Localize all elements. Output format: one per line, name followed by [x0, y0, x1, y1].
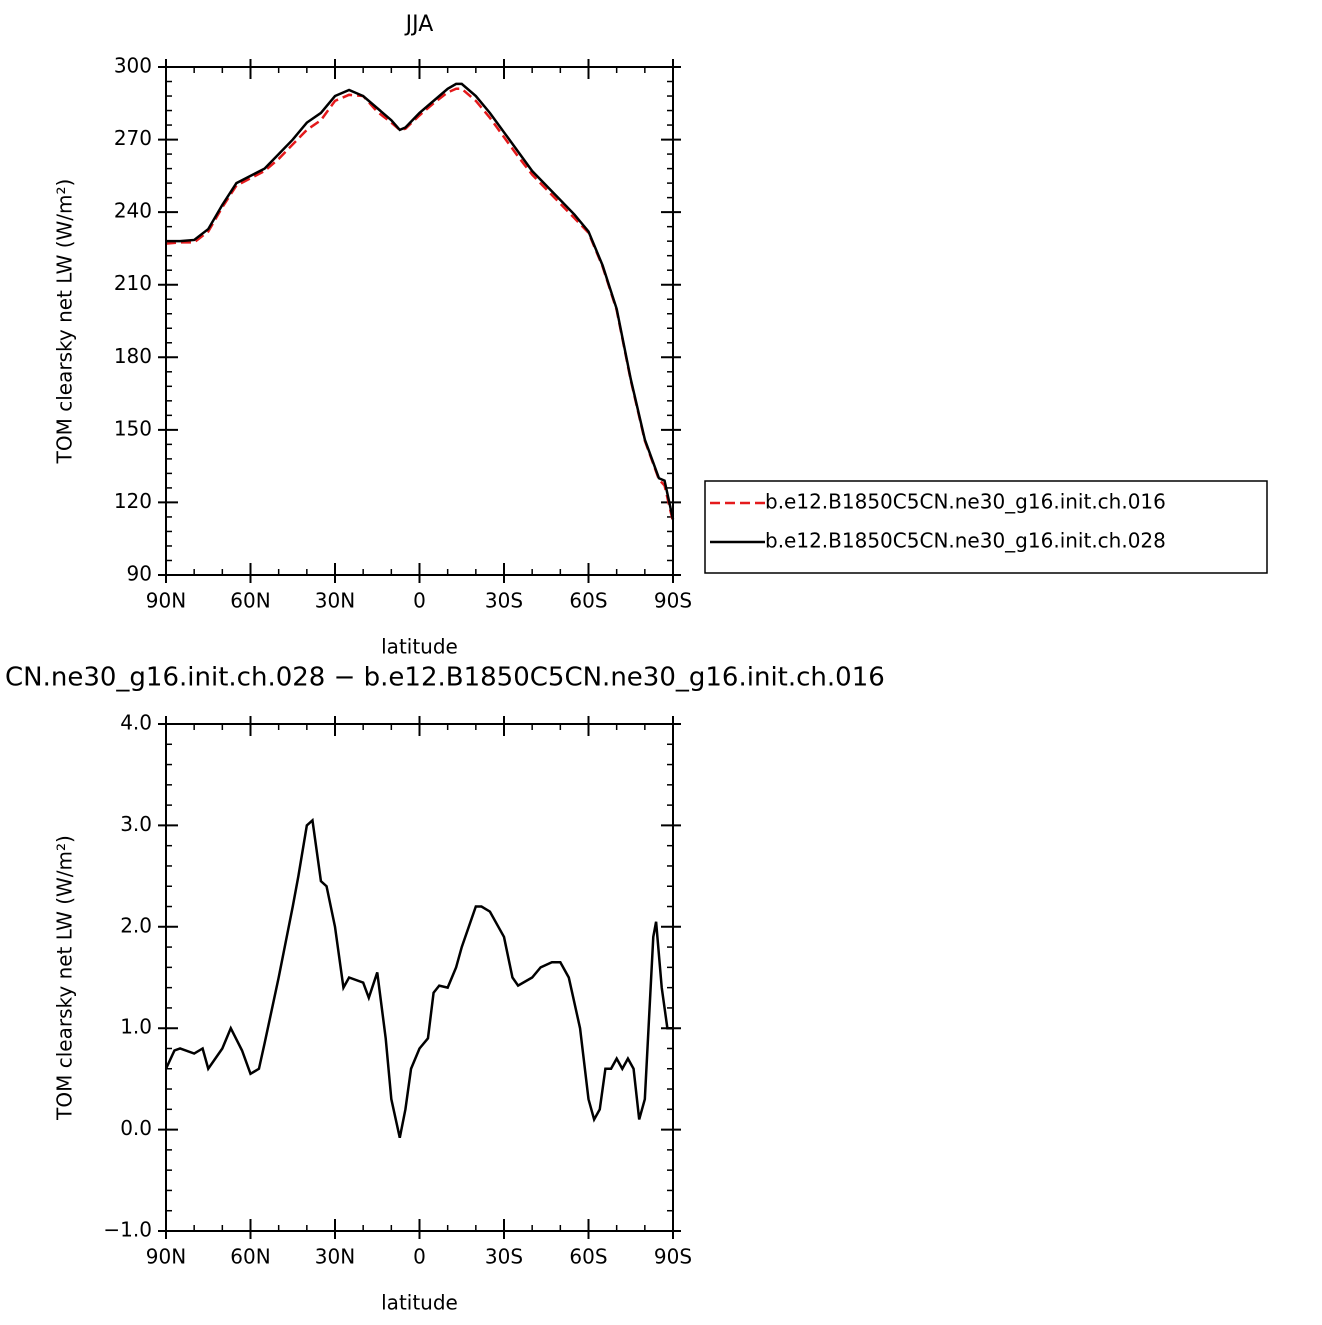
y-tick-label: 1.0	[120, 1015, 152, 1039]
x-axis-label: latitude	[381, 635, 458, 659]
y-tick-label: 3.0	[120, 812, 152, 836]
y-tick-label: 240	[114, 199, 152, 223]
legend-box	[704, 480, 1268, 574]
x-tick-label: 0	[413, 589, 426, 613]
x-tick-label: 60S	[569, 589, 607, 613]
x-tick-label: 90N	[146, 1245, 186, 1269]
y-tick-label: 2.0	[120, 913, 152, 937]
y-tick-label: 210	[114, 271, 152, 295]
y-tick-label: 90	[127, 562, 152, 586]
y-tick-label: 0.0	[120, 1116, 152, 1140]
x-tick-label: 90S	[654, 589, 692, 613]
y-tick-label: 180	[114, 344, 152, 368]
y-tick-label: −1.0	[103, 1218, 152, 1242]
y-tick-label: 270	[114, 126, 152, 150]
plot-frame	[165, 723, 674, 1232]
x-tick-label: 30N	[315, 589, 355, 613]
y-tick-label: 150	[114, 416, 152, 440]
x-tick-label: 60N	[230, 1245, 270, 1269]
chart-title: JJA	[404, 12, 434, 37]
data-line	[165, 87, 675, 523]
x-tick-label: 0	[413, 1245, 426, 1269]
x-tick-label: 60S	[569, 1245, 607, 1269]
plot-frame	[165, 66, 674, 576]
y-axis-label: TOM clearsky net LW (W/m²)	[53, 835, 77, 1121]
x-tick-label: 90N	[146, 589, 186, 613]
legend-label: b.e12.B1850C5CN.ne30_g16.init.ch.028	[765, 529, 1166, 553]
x-tick-label: 90S	[654, 1245, 692, 1269]
x-tick-label: 60N	[230, 589, 270, 613]
data-line	[164, 817, 673, 1138]
chart-title: CN.ne30_g16.init.ch.028 − b.e12.B1850C5C…	[5, 663, 885, 693]
legend-label: b.e12.B1850C5CN.ne30_g16.init.ch.016	[765, 490, 1166, 514]
y-tick-label: 4.0	[120, 711, 152, 735]
y-tick-label: 120	[114, 489, 152, 513]
x-tick-label: 30S	[485, 1245, 523, 1269]
x-tick-label: 30S	[485, 589, 523, 613]
y-tick-label: 300	[114, 54, 152, 78]
x-axis-label: latitude	[381, 1291, 458, 1315]
y-axis-label: TOM clearsky net LW (W/m²)	[53, 179, 77, 465]
x-tick-label: 30N	[315, 1245, 355, 1269]
data-line	[166, 82, 675, 520]
